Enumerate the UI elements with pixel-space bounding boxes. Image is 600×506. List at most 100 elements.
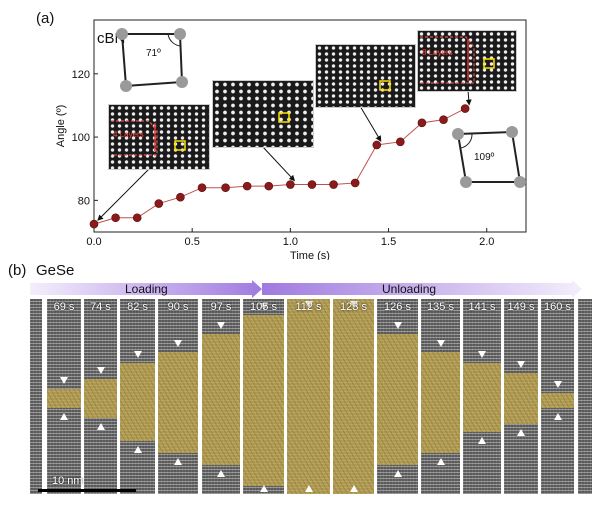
twinned-region [243, 314, 284, 487]
tem-frame: 126 s [377, 299, 418, 494]
y-tick-label: 80 [78, 195, 90, 207]
scale-bar [38, 489, 136, 492]
tem-frame: 90 s [158, 299, 198, 494]
data-point [396, 137, 405, 147]
chevron-up-icon [60, 413, 68, 421]
lattice-texture [578, 299, 592, 494]
data-point [111, 213, 120, 223]
tem-frame [578, 299, 592, 494]
data-series [89, 104, 470, 229]
y-tick-label: 100 [72, 132, 90, 144]
data-point [329, 180, 338, 189]
frame-time-label: 112 s [295, 301, 322, 313]
frame-time-label: 74 s [90, 301, 111, 313]
hrtem-inset-2 [212, 80, 314, 148]
layers-4-label: 4 Layers [113, 130, 144, 139]
x-tick-label: 0.0 [86, 236, 101, 248]
chevron-up-icon [96, 422, 105, 430]
twinned-region [541, 392, 574, 409]
panel-a-label: (a) [36, 10, 55, 27]
inset-pointer-arrow [261, 145, 296, 182]
data-point [286, 180, 295, 189]
tem-frame: 160 s [541, 299, 574, 494]
frame-time-label: 123 s [340, 301, 367, 313]
chevron-up-icon [393, 469, 402, 477]
chevron-down-icon [553, 380, 562, 388]
chevron-up-icon [217, 469, 225, 477]
rhombus-109-schematic: 109º [452, 126, 526, 188]
tem-frame: 97 s [202, 299, 240, 494]
x-tick-label: 1.0 [283, 236, 298, 248]
twinned-region [202, 334, 240, 465]
series-line [93, 108, 466, 225]
frame-time-label: 69 s [53, 301, 75, 313]
loading-arrows: Loading Unloading [30, 280, 582, 298]
frame-time-label: 82 s [127, 301, 148, 313]
twinned-region [120, 363, 155, 442]
tem-frame: 135 s [421, 299, 460, 494]
data-point [221, 183, 230, 193]
hrtem-inset-1: 4 Layers [108, 104, 210, 170]
tem-frame: 112 s [287, 299, 330, 494]
frame-time-label: 105 s [250, 301, 277, 313]
data-point [176, 192, 185, 202]
chevron-down-icon [349, 301, 358, 308]
chevron-down-icon [217, 322, 225, 330]
x-axis-label: Time (s) [290, 250, 330, 260]
tem-frame: 123 s [333, 299, 374, 494]
tem-frame: 141 s [463, 299, 501, 494]
twinned-region [47, 388, 81, 409]
chevron-down-icon [174, 339, 182, 347]
hrtem-inset-3 [315, 44, 416, 108]
tem-frame: 69 s [47, 299, 81, 494]
data-point [154, 199, 164, 208]
x-tick-label: 1.5 [381, 236, 396, 248]
material-label-gese: GeSe [36, 262, 75, 279]
frame-time-label: 160 s [544, 301, 571, 313]
data-point [197, 183, 207, 193]
chevron-up-icon [174, 458, 182, 466]
twinned-region [158, 351, 198, 454]
data-point [350, 178, 360, 188]
twinned-region [504, 373, 538, 424]
inset-pointers [97, 89, 472, 221]
twinned-region [377, 334, 418, 465]
angle-71-label: 71º [146, 48, 161, 59]
data-point [89, 219, 99, 229]
frame-time-label: 90 s [167, 301, 189, 313]
chevron-down-icon [259, 302, 268, 310]
layers-8-label: 8 Layers [422, 48, 453, 57]
twinned-region [421, 351, 460, 454]
twinned-region [463, 363, 501, 432]
loading-label: Loading [125, 282, 168, 296]
frame-time-label: 97 s [210, 301, 232, 313]
lattice-texture [30, 299, 42, 494]
chart-ticks: 0.0 0.5 1.0 1.5 2.0 80 100 120 Time (s) Angle (º) [55, 69, 494, 260]
rhombus-71-schematic: 71º [116, 28, 188, 92]
chevron-up-icon [478, 436, 486, 444]
y-axis-label: Angle (º) [55, 105, 67, 148]
frame-time-label: 141 s [468, 301, 496, 313]
angle-time-chart: 0.0 0.5 1.0 1.5 2.0 80 100 120 Time (s) Angle (º) [55, 19, 527, 260]
chevron-up-icon [517, 428, 525, 436]
hrtem-inset-4: 8 Layers [417, 30, 517, 92]
chart-axes [93, 19, 527, 233]
chevron-up-icon [133, 446, 142, 454]
inset-pointer-arrow [359, 105, 382, 142]
layer-annotation: 4 Layers [111, 120, 186, 156]
tem-frame: 74 s [84, 299, 117, 494]
frame-time-label: 149 s [507, 301, 535, 313]
panel-b-label: (b) [8, 262, 27, 279]
tem-frame: 82 s [120, 299, 155, 494]
chevron-down-icon [60, 376, 68, 384]
chevron-up-icon [304, 485, 313, 492]
angle-109-label: 109º [474, 152, 495, 163]
chevron-up-icon [349, 485, 358, 492]
chevron-down-icon [478, 351, 486, 359]
unloading-label: Unloading [382, 282, 436, 296]
data-point [439, 115, 448, 124]
data-point [372, 140, 382, 150]
x-tick-label: 0.5 [185, 236, 200, 248]
layer-annotation-right: 8 Layers [420, 36, 495, 84]
inset-pointer-arrow [97, 167, 151, 221]
